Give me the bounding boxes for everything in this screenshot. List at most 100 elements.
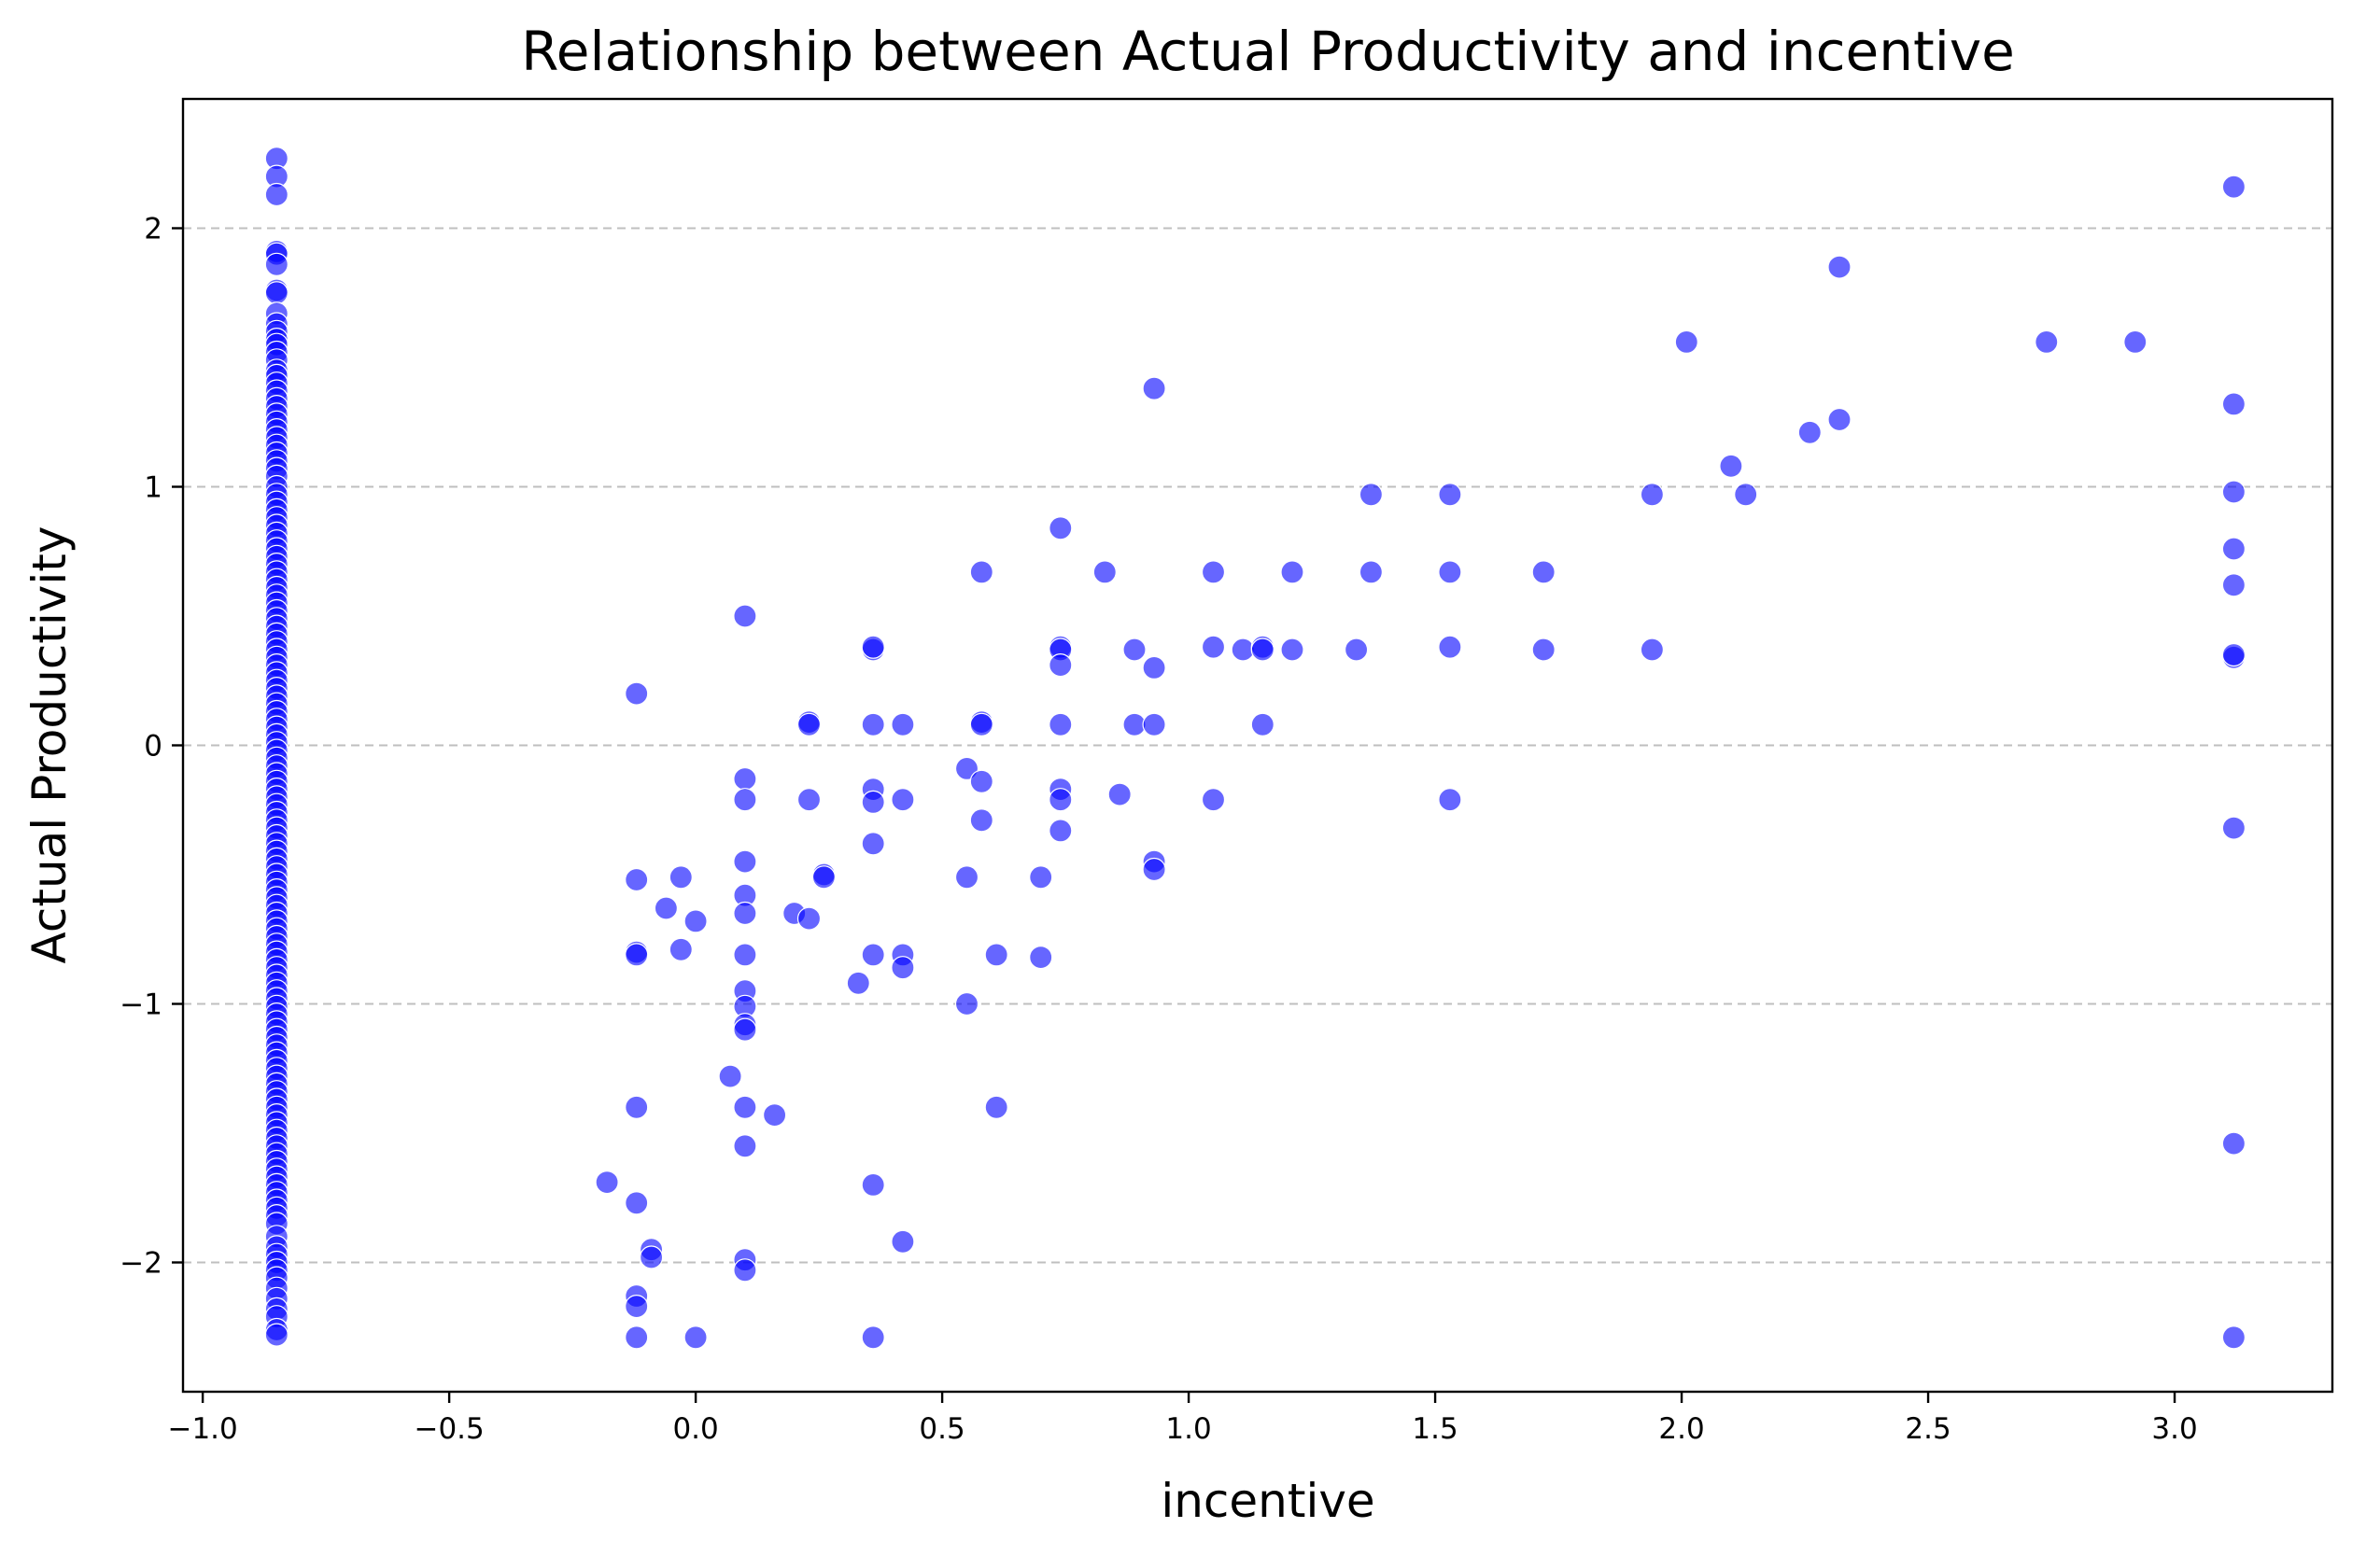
data-point: [1092, 560, 1117, 584]
data-point: [796, 788, 822, 812]
data-point: [1438, 483, 1462, 507]
data-point: [2221, 480, 2246, 504]
data-point: [1438, 788, 1462, 812]
data-point: [846, 971, 870, 995]
data-point: [625, 1095, 649, 1119]
data-point: [861, 943, 885, 967]
data-point: [1142, 857, 1166, 882]
data-point: [669, 865, 693, 890]
data-point: [861, 790, 885, 815]
data-point: [718, 1064, 742, 1088]
y-tick-label: −1: [120, 988, 162, 1022]
data-point: [625, 943, 649, 967]
data-point: [264, 252, 289, 276]
x-axis-ticks: −1.0 −0.5 0.0 0.5 1.0 1.5 2.0 2.5 3.0: [167, 1392, 2198, 1446]
data-point: [969, 808, 993, 833]
data-point: [595, 1170, 619, 1195]
y-tick-label: −2: [120, 1247, 162, 1281]
grid-lines: [183, 227, 2332, 1264]
data-point: [2221, 392, 2246, 416]
x-tick-label: 2.0: [1658, 1412, 1704, 1446]
data-point: [264, 281, 289, 305]
data-point: [2221, 816, 2246, 840]
data-point: [954, 865, 979, 890]
data-point: [762, 1102, 787, 1128]
data-point: [733, 901, 757, 926]
data-point: [669, 937, 693, 961]
data-point: [2221, 642, 2246, 667]
data-point: [1049, 788, 1073, 812]
data-point: [654, 896, 679, 920]
data-point: [1438, 560, 1462, 584]
data-point: [1201, 635, 1226, 659]
data-point: [625, 1325, 649, 1350]
data-point: [1049, 712, 1073, 736]
data-point: [969, 560, 993, 584]
y-tick-label: 1: [144, 471, 162, 505]
data-point: [891, 712, 915, 736]
data-point: [683, 1325, 708, 1350]
data-point: [733, 1134, 757, 1158]
data-point: [1122, 638, 1147, 662]
data-point: [1719, 454, 1743, 478]
data-point: [1640, 483, 1665, 507]
data-point: [2221, 175, 2246, 199]
data-point: [861, 635, 885, 659]
data-point: [2221, 537, 2246, 561]
data-point: [625, 681, 649, 706]
data-point: [733, 766, 757, 792]
data-point: [2123, 329, 2148, 354]
data-point: [891, 956, 915, 980]
data-points: [264, 147, 2246, 1350]
data-point: [861, 1172, 885, 1198]
data-point: [969, 769, 993, 793]
data-point: [733, 788, 757, 812]
data-point: [1231, 638, 1255, 662]
data-point: [954, 991, 979, 1016]
data-point: [625, 867, 649, 892]
data-point: [1359, 560, 1384, 584]
data-point: [1280, 638, 1304, 662]
x-tick-label: 2.5: [1905, 1412, 1950, 1446]
y-tick-label: 2: [144, 213, 162, 246]
data-point: [2221, 1325, 2246, 1350]
data-point: [984, 1095, 1008, 1119]
data-point: [1029, 945, 1053, 970]
data-point: [1049, 652, 1073, 678]
y-axis-label: Actual Productivity: [22, 526, 77, 964]
data-point: [1359, 483, 1384, 507]
data-point: [1122, 712, 1147, 736]
data-point: [861, 1325, 885, 1350]
x-tick-label: 0.5: [919, 1412, 965, 1446]
x-tick-label: 0.0: [672, 1412, 718, 1446]
data-point: [1201, 560, 1226, 584]
data-point: [1344, 638, 1369, 662]
x-tick-label: 3.0: [2151, 1412, 2197, 1446]
data-point: [796, 906, 822, 931]
data-point: [733, 849, 757, 874]
data-point: [861, 832, 885, 856]
x-tick-label: −1.0: [167, 1412, 237, 1446]
x-tick-label: −0.5: [414, 1412, 484, 1446]
data-point: [1438, 635, 1462, 659]
data-point: [1827, 255, 1852, 279]
data-point: [891, 1229, 915, 1254]
data-point: [1250, 712, 1274, 736]
data-point: [984, 943, 1008, 967]
data-point: [264, 182, 289, 207]
data-point: [2221, 573, 2246, 597]
data-point: [733, 1017, 757, 1042]
data-point: [1142, 376, 1166, 400]
data-point: [1531, 638, 1556, 662]
data-point: [1734, 483, 1758, 507]
data-point: [2221, 1131, 2246, 1156]
data-point: [1049, 819, 1073, 843]
y-tick-label: 0: [144, 730, 162, 764]
data-point: [969, 712, 993, 736]
data-point: [1531, 560, 1556, 584]
data-point: [683, 909, 708, 933]
data-point: [733, 943, 757, 967]
data-point: [1280, 560, 1304, 584]
data-point: [1827, 407, 1852, 432]
